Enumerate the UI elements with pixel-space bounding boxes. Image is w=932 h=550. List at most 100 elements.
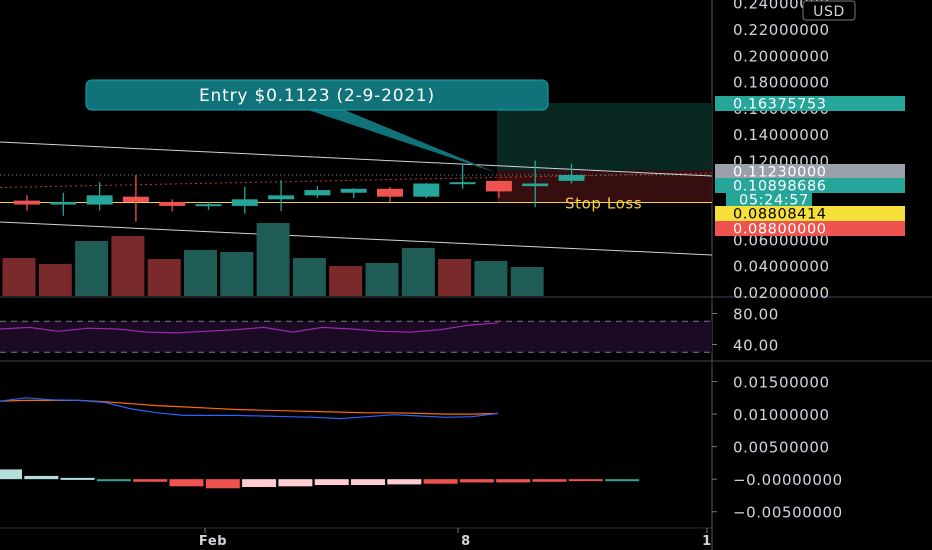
candle-body [159, 201, 186, 206]
volume-bar [329, 266, 363, 296]
price-badge-bg [715, 206, 905, 221]
rsi-tick-label: 40.00 [733, 337, 779, 355]
macd-histogram-bar [278, 479, 313, 487]
lower-trendline [0, 221, 713, 256]
price-tick-label: 0.18000000 [733, 74, 830, 92]
macd-histogram-bar [0, 469, 22, 480]
time-tick-label: Feb [199, 534, 227, 549]
price-badge-bg [715, 96, 905, 111]
macd-histogram-bar [24, 475, 59, 480]
time-tick-label: 1 [702, 534, 712, 549]
price-badge: 0.11230000 [715, 164, 905, 181]
candle-body [377, 188, 403, 197]
macd-line [0, 397, 499, 420]
price-tick-label: 0.22000000 [733, 21, 830, 39]
entry-callout-box [85, 79, 549, 111]
candle-body [413, 183, 440, 197]
macd-histogram-bar [605, 479, 640, 482]
rsi-line [0, 322, 499, 334]
price-badge: 0.16375753 [715, 96, 905, 113]
volume-bar [2, 258, 36, 296]
candle-body [86, 195, 113, 205]
macd-histogram-bar [205, 479, 240, 489]
macd-histogram-bar [96, 479, 131, 482]
price-badge-value: 05:24:57 [739, 193, 809, 209]
macd-tick-label: 0.01000000 [733, 406, 830, 424]
rsi-band [0, 321, 712, 353]
stop-loss-zone [497, 170, 712, 203]
price-tick-label: 0.20000000 [733, 47, 830, 65]
volume-bar [256, 223, 290, 296]
volume-bar [220, 252, 254, 296]
macd-histogram-bar [459, 479, 494, 483]
macd-tick-label: 0.00500000 [733, 439, 830, 457]
candle-body [195, 204, 222, 207]
volume-bar [365, 263, 399, 296]
price-badge: 05:24:57 [726, 192, 812, 209]
candle-body [50, 201, 77, 205]
macd-histogram-bar [242, 479, 277, 487]
volume-bar [38, 264, 72, 296]
volume-bar [111, 236, 145, 296]
price-badge-value: 0.16375753 [733, 97, 827, 113]
macd-histogram-bar [387, 479, 422, 485]
candle-body [485, 180, 512, 192]
price-badge-bg [715, 164, 905, 179]
macd-tick-label: −0.00500000 [733, 504, 843, 522]
signal-line [0, 399, 499, 415]
candle-body [14, 200, 40, 205]
candle-body [304, 190, 331, 196]
volume-bar [510, 267, 544, 296]
macd-histogram-bar [314, 479, 349, 486]
entry-callout-pointer [290, 104, 497, 173]
macd-histogram-bar [532, 479, 567, 482]
candle-body [449, 182, 476, 185]
price-badge: 0.10898686 [715, 178, 905, 195]
price-badge: 0.08800000 [715, 221, 905, 238]
volume-bar [147, 259, 181, 296]
macd-histogram-bar [568, 479, 603, 482]
price-badge-bg [715, 221, 905, 236]
currency-chip [802, 0, 856, 21]
price-badge: 0.08808414 [715, 206, 905, 223]
macd-histogram-bar [496, 479, 531, 483]
price-tick-label: 0.02000000 [733, 284, 830, 302]
price-tick-label: 0.04000000 [733, 258, 830, 276]
trend-dotted-line [0, 172, 713, 188]
candle-body [340, 188, 367, 193]
time-tick-label: 8 [461, 534, 471, 549]
price-badge-bg [726, 192, 812, 207]
volume-bar [75, 241, 109, 296]
price-badge-value: 0.10898686 [733, 179, 827, 195]
target-zone [497, 102, 712, 171]
macd-histogram-bar [60, 477, 95, 480]
candle-body [522, 183, 549, 187]
candle-body [231, 199, 258, 206]
volume-bar [401, 248, 435, 296]
volume-bar [184, 250, 217, 296]
price-tick-label: 0.14000000 [733, 126, 830, 144]
macd-histogram-bar [351, 479, 385, 486]
macd-histogram-bar [133, 479, 168, 482]
volume-bar [292, 258, 326, 296]
macd-tick-label: −0.00000000 [733, 471, 843, 489]
price-badge-value: 0.08808414 [733, 207, 827, 223]
price-badge-value: 0.08800000 [733, 222, 827, 238]
price-badge-bg [715, 178, 905, 193]
macd-tick-label: 0.01500000 [733, 374, 830, 392]
stop-loss-label: Stop Loss [565, 194, 642, 212]
macd-histogram-bar [423, 479, 458, 484]
entry-callout-text: Entry $0.1123 (2-9-2021) [199, 86, 435, 106]
volume-bar [438, 259, 472, 296]
rsi-tick-label: 80.00 [733, 306, 779, 324]
candle-body [122, 196, 149, 202]
candle-body [558, 174, 585, 181]
upper-trendline [0, 141, 713, 177]
currency-label: USD [813, 4, 845, 20]
volume-bar [474, 261, 508, 296]
macd-histogram-bar [169, 479, 204, 487]
candle-body [268, 195, 295, 200]
price-badge-value: 0.11230000 [733, 165, 827, 181]
